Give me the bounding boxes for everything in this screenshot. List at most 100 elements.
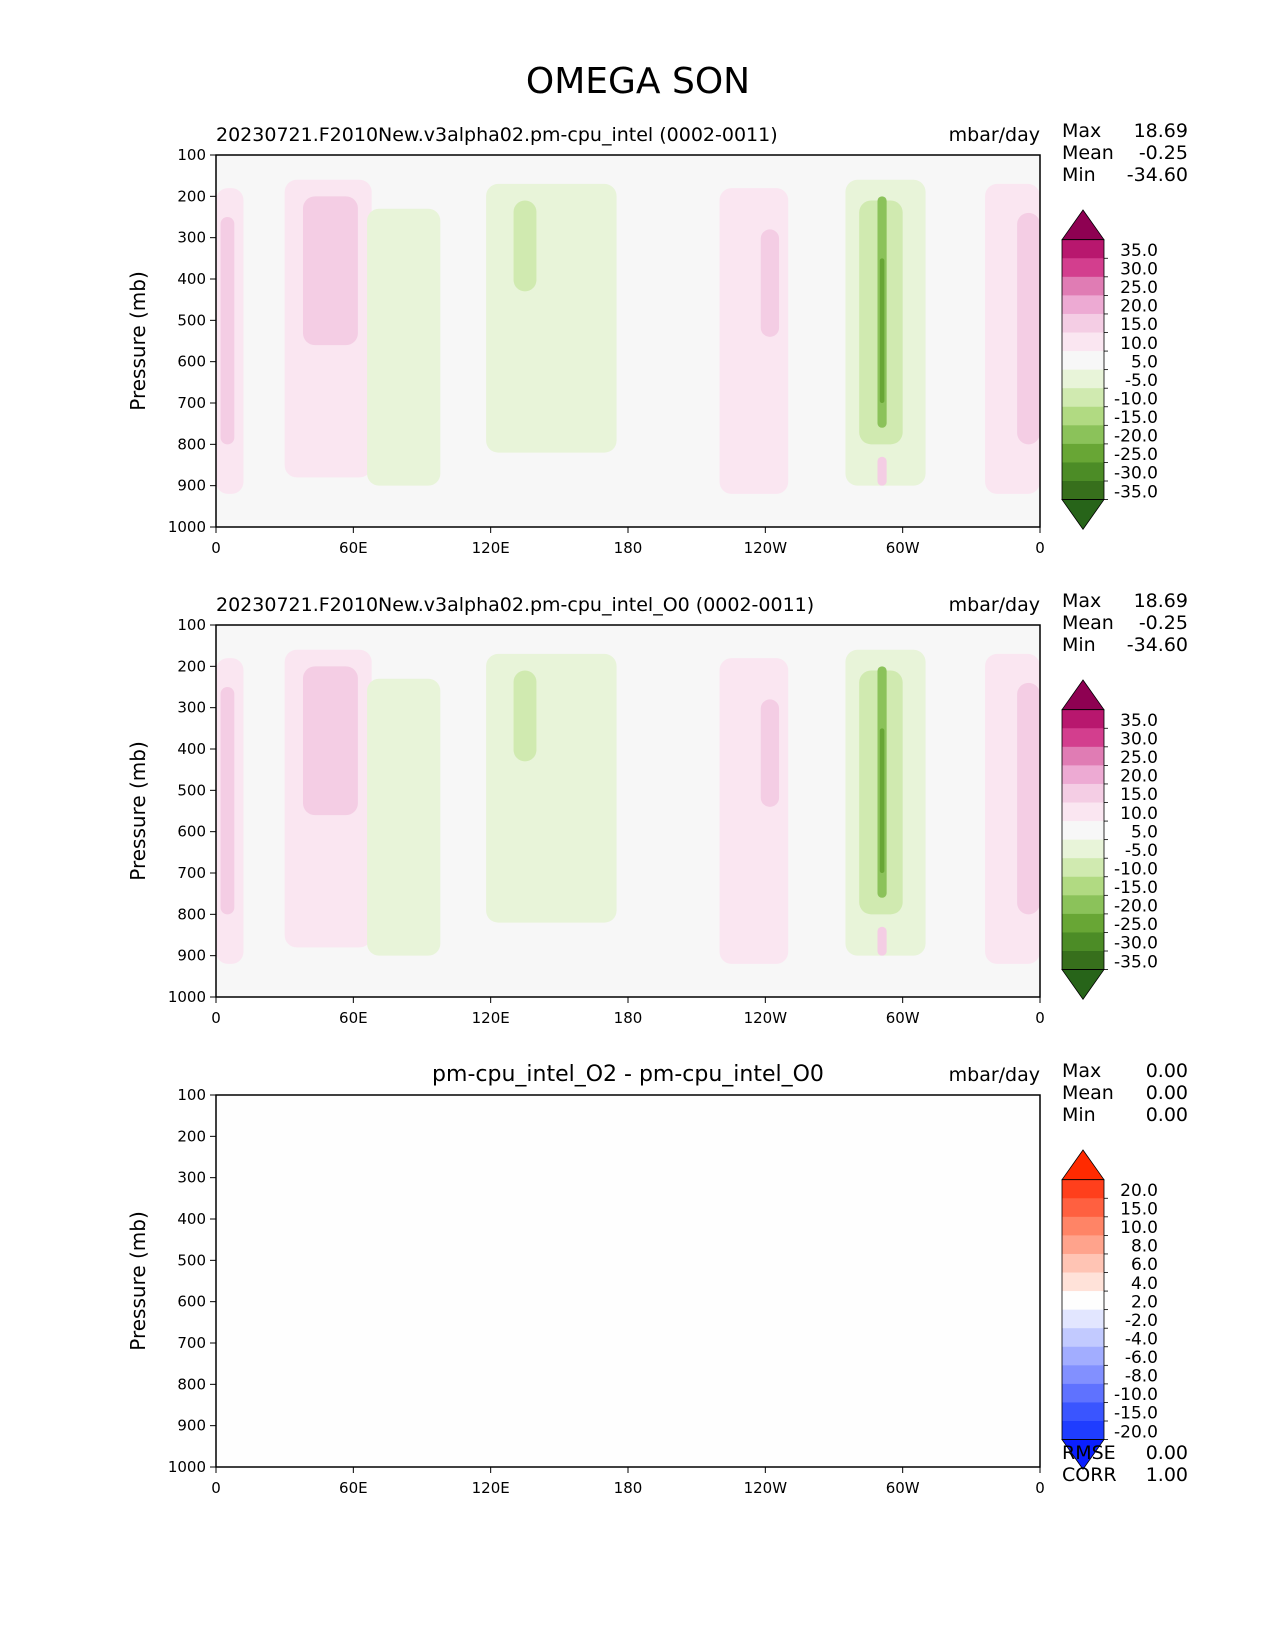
stat-label: Min	[1062, 634, 1096, 656]
contour-region	[302, 666, 358, 816]
y-tick-label: 400	[177, 1210, 206, 1228]
x-tick-label: 180	[614, 539, 643, 557]
colorbar-extend-bottom	[1061, 499, 1105, 530]
colorbar-tick-label: 10.0	[1120, 334, 1158, 354]
colorbar-bin	[1062, 332, 1104, 352]
x-tick-label: 0	[211, 1009, 221, 1027]
colorbar-bin	[1062, 746, 1104, 766]
colorbar-bin	[1062, 783, 1104, 804]
colorbar-bin	[1062, 1383, 1104, 1403]
colorbar-tick-label: 15.0	[1120, 785, 1158, 805]
units-label: mbar/day	[949, 124, 1040, 146]
colorbar-tick-label: 30.0	[1120, 730, 1158, 750]
stat-value: -34.60	[1127, 634, 1188, 656]
y-tick-label: 200	[177, 1127, 206, 1145]
x-tick-label: 180	[614, 1479, 643, 1497]
colorbar-tick-label: 30.0	[1120, 260, 1158, 280]
colorbar-bin	[1062, 951, 1104, 971]
y-tick-label: 800	[177, 1375, 206, 1393]
colorbar-tick-label: -35.0	[1114, 482, 1158, 502]
contour-region	[513, 670, 537, 762]
units-label: mbar/day	[949, 1064, 1040, 1086]
contour-region	[879, 728, 885, 873]
y-tick-label: 1000	[168, 1458, 206, 1476]
y-axis-label: Pressure (mb)	[126, 1211, 150, 1351]
colorbar-bin	[1062, 1402, 1104, 1422]
colorbar-tick-label: -10.0	[1114, 1385, 1158, 1405]
colorbar-tick-label: -5.0	[1125, 841, 1158, 861]
contour-region	[877, 456, 887, 486]
contour-region	[760, 699, 780, 807]
colorbar-bin	[1062, 1328, 1104, 1348]
colorbar-bin	[1062, 406, 1104, 426]
colorbar-tick-label: -30.0	[1114, 934, 1158, 954]
x-tick-label: 0	[1035, 539, 1045, 557]
colorbar-extend-top	[1061, 209, 1105, 241]
y-axis-label: Pressure (mb)	[126, 271, 150, 411]
panel-title: 20230721.F2010New.v3alpha02.pm-cpu_intel…	[216, 124, 778, 146]
colorbar-bin	[1062, 1272, 1104, 1292]
x-tick-label: 120W	[744, 539, 788, 557]
x-tick-label: 60W	[886, 1479, 920, 1497]
colorbar-tick-label: -15.0	[1114, 1404, 1158, 1424]
colorbar-tick-label: -10.0	[1114, 859, 1158, 879]
colorbar-bin	[1062, 802, 1104, 822]
stat-value: 0.00	[1146, 1104, 1188, 1126]
colorbar: 35.030.025.020.015.010.05.0-5.0-10.0-15.…	[1061, 679, 1158, 1000]
y-tick-label: 100	[177, 146, 206, 164]
colorbar-tick-label: 10.0	[1120, 804, 1158, 824]
stat-label: Min	[1062, 164, 1096, 186]
contour-region	[879, 258, 885, 403]
x-tick-label: 180	[614, 1009, 643, 1027]
colorbar-tick-label: 20.0	[1120, 767, 1158, 787]
stat-label: Max	[1062, 1060, 1101, 1082]
colorbar-bin	[1062, 1179, 1104, 1199]
stat-label: Mean	[1062, 612, 1114, 634]
colorbar-tick-label: -25.0	[1114, 445, 1158, 465]
colorbar-tick-label: -15.0	[1114, 408, 1158, 428]
colorbar-bin	[1062, 839, 1104, 859]
stat-value: -0.25	[1139, 612, 1188, 634]
plot-area	[216, 1095, 1040, 1467]
stat-value: 0.00	[1146, 1442, 1188, 1464]
y-tick-label: 100	[177, 616, 206, 634]
colorbar-bin	[1062, 1216, 1104, 1236]
colorbar-bin	[1062, 728, 1104, 748]
colorbar-bin	[1062, 276, 1104, 296]
colorbar-bin	[1062, 258, 1104, 278]
y-tick-label: 500	[177, 781, 206, 799]
panel-1: 20230721.F2010New.v3alpha02.pm-cpu_intel…	[126, 120, 1188, 557]
colorbar-bin	[1062, 821, 1104, 841]
y-tick-label: 1000	[168, 988, 206, 1006]
colorbar-bin	[1062, 858, 1104, 878]
x-tick-label: 0	[211, 539, 221, 557]
colorbar-bin	[1062, 1309, 1104, 1329]
y-tick-label: 400	[177, 270, 206, 288]
contour-region	[760, 229, 780, 337]
figure-title: OMEGA SON	[526, 61, 750, 102]
x-tick-label: 0	[1035, 1479, 1045, 1497]
panel-title: 20230721.F2010New.v3alpha02.pm-cpu_intel…	[216, 594, 814, 616]
colorbar-tick-label: -25.0	[1114, 915, 1158, 935]
stat-value: -34.60	[1127, 164, 1188, 186]
contour-region	[719, 658, 789, 964]
colorbar-bin	[1062, 709, 1104, 729]
y-tick-label: 600	[177, 353, 206, 371]
stat-value: 18.69	[1134, 120, 1188, 142]
colorbar-tick-label: 5.0	[1131, 352, 1158, 372]
colorbar-bin	[1062, 913, 1104, 933]
y-tick-label: 800	[177, 905, 206, 923]
colorbar-bin	[1062, 932, 1104, 952]
contour-region	[513, 200, 537, 292]
colorbar-bin	[1062, 425, 1104, 445]
colorbar-tick-label: -20.0	[1114, 1422, 1158, 1442]
x-tick-label: 120E	[472, 1009, 510, 1027]
panel-title: pm-cpu_intel_O2 - pm-cpu_intel_O0	[432, 1062, 824, 1087]
stat-label: Mean	[1062, 1082, 1114, 1104]
x-tick-label: 120W	[744, 1479, 788, 1497]
y-tick-label: 400	[177, 740, 206, 758]
stat-label: Mean	[1062, 142, 1114, 164]
colorbar-bin	[1062, 1365, 1104, 1385]
contour-region	[719, 188, 789, 494]
y-tick-label: 700	[177, 394, 206, 412]
